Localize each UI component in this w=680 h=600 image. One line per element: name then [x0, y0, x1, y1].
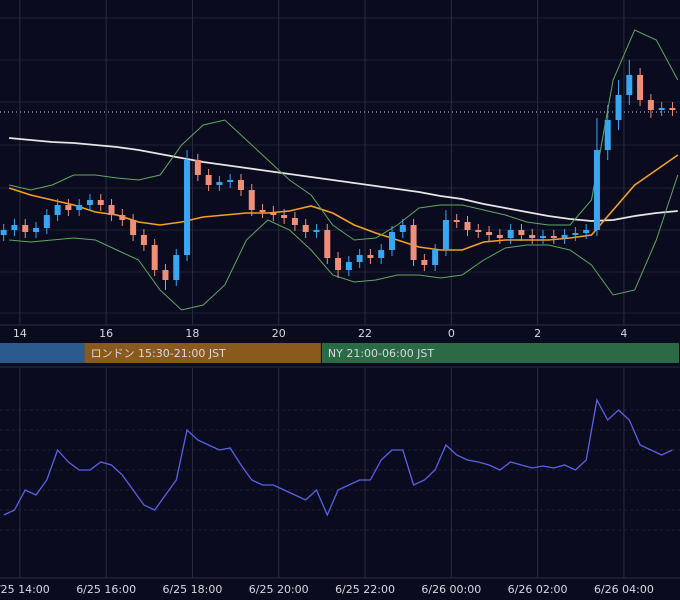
- candle-body: [658, 108, 665, 110]
- candle-body: [140, 235, 147, 245]
- candle-body: [324, 230, 331, 258]
- candle-body: [0, 230, 7, 235]
- candle-body: [410, 225, 417, 260]
- candle-body: [442, 220, 449, 250]
- candle-body: [604, 120, 611, 150]
- candle-body: [173, 255, 180, 280]
- indicator-line: [9, 174, 679, 311]
- candle-body: [637, 75, 644, 100]
- candle-body: [550, 236, 557, 238]
- candle-body: [388, 232, 395, 250]
- candle-body: [65, 205, 72, 210]
- x-tick-label: 22: [358, 327, 372, 340]
- candle-body: [647, 100, 654, 110]
- candle-body: [421, 260, 428, 265]
- candle-body: [259, 210, 266, 212]
- candle-body: [216, 182, 223, 185]
- candle-body: [626, 75, 633, 95]
- candle-body: [43, 215, 50, 228]
- candle-body: [313, 230, 320, 232]
- candle-body: [593, 150, 600, 230]
- candle-body: [194, 160, 201, 175]
- plot-area: [0, 0, 680, 325]
- candle-body: [615, 95, 622, 120]
- oscillator-line: [3, 398, 673, 517]
- x-tick-label: 6/25 22:00: [335, 583, 395, 596]
- candle-body: [119, 215, 126, 220]
- candle-body: [572, 233, 579, 235]
- session-band: [84, 343, 321, 363]
- candle-body: [464, 222, 471, 230]
- candle-body: [205, 175, 212, 185]
- x-tick-label: 20: [272, 327, 286, 340]
- x-tick-label: 6/25 16:00: [76, 583, 136, 596]
- candle-body: [453, 220, 460, 222]
- candle-body: [356, 255, 363, 262]
- candle-body: [108, 205, 115, 215]
- x-tick-label: 6/25 14:00: [0, 583, 50, 596]
- candle-body: [11, 225, 18, 230]
- candle-body: [33, 228, 40, 232]
- x-tick-label: 2: [534, 327, 541, 340]
- x-tick-label: 6/25 20:00: [249, 583, 309, 596]
- candle-body: [227, 180, 234, 182]
- candle-body: [518, 230, 525, 235]
- candle-body: [151, 245, 158, 270]
- candle-body: [22, 225, 29, 232]
- candle-body: [162, 270, 169, 280]
- x-tick-label: 6/26 02:00: [508, 583, 568, 596]
- candle-body: [302, 225, 309, 232]
- plot-area: [0, 368, 680, 578]
- x-tick-label: 6/26 04:00: [594, 583, 654, 596]
- candle-body: [76, 205, 83, 210]
- candle-body: [507, 230, 514, 238]
- session-label: ロンドン 15:30-21:00 JST: [91, 347, 227, 360]
- session-band: [0, 343, 85, 363]
- candle-body: [335, 258, 342, 270]
- x-tick-label: 6/26 00:00: [421, 583, 481, 596]
- candle-body: [281, 215, 288, 218]
- candle-body: [378, 250, 385, 258]
- candle-body: [270, 212, 277, 215]
- indicator-line: [9, 137, 678, 222]
- candle-body: [669, 108, 676, 110]
- candle-body: [248, 190, 255, 210]
- candle-body: [486, 232, 493, 235]
- candle-body: [130, 220, 137, 235]
- candle-body: [399, 225, 406, 232]
- x-tick-label: 16: [99, 327, 113, 340]
- candle-body: [583, 230, 590, 233]
- x-tick-label: 14: [13, 327, 27, 340]
- candle-body: [496, 235, 503, 238]
- candle-body: [86, 200, 93, 205]
- x-tick-label: 4: [620, 327, 627, 340]
- candle-body: [432, 250, 439, 265]
- x-tick-label: 18: [185, 327, 199, 340]
- candle-body: [561, 235, 568, 238]
- candle-body: [291, 218, 298, 225]
- candle-body: [237, 180, 244, 190]
- candle-body: [345, 262, 352, 270]
- x-tick-label: 6/25 18:00: [162, 583, 222, 596]
- candle-body: [184, 160, 191, 255]
- x-tick-label: 0: [448, 327, 455, 340]
- candle-body: [475, 230, 482, 232]
- session-band: [321, 343, 679, 363]
- candle-body: [529, 235, 536, 238]
- candle-body: [540, 236, 547, 238]
- session-label: NY 21:00-06:00 JST: [328, 347, 435, 360]
- candle-body: [97, 200, 104, 205]
- candle-body: [54, 205, 61, 215]
- indicator-line: [8, 29, 679, 241]
- candle-body: [367, 255, 374, 258]
